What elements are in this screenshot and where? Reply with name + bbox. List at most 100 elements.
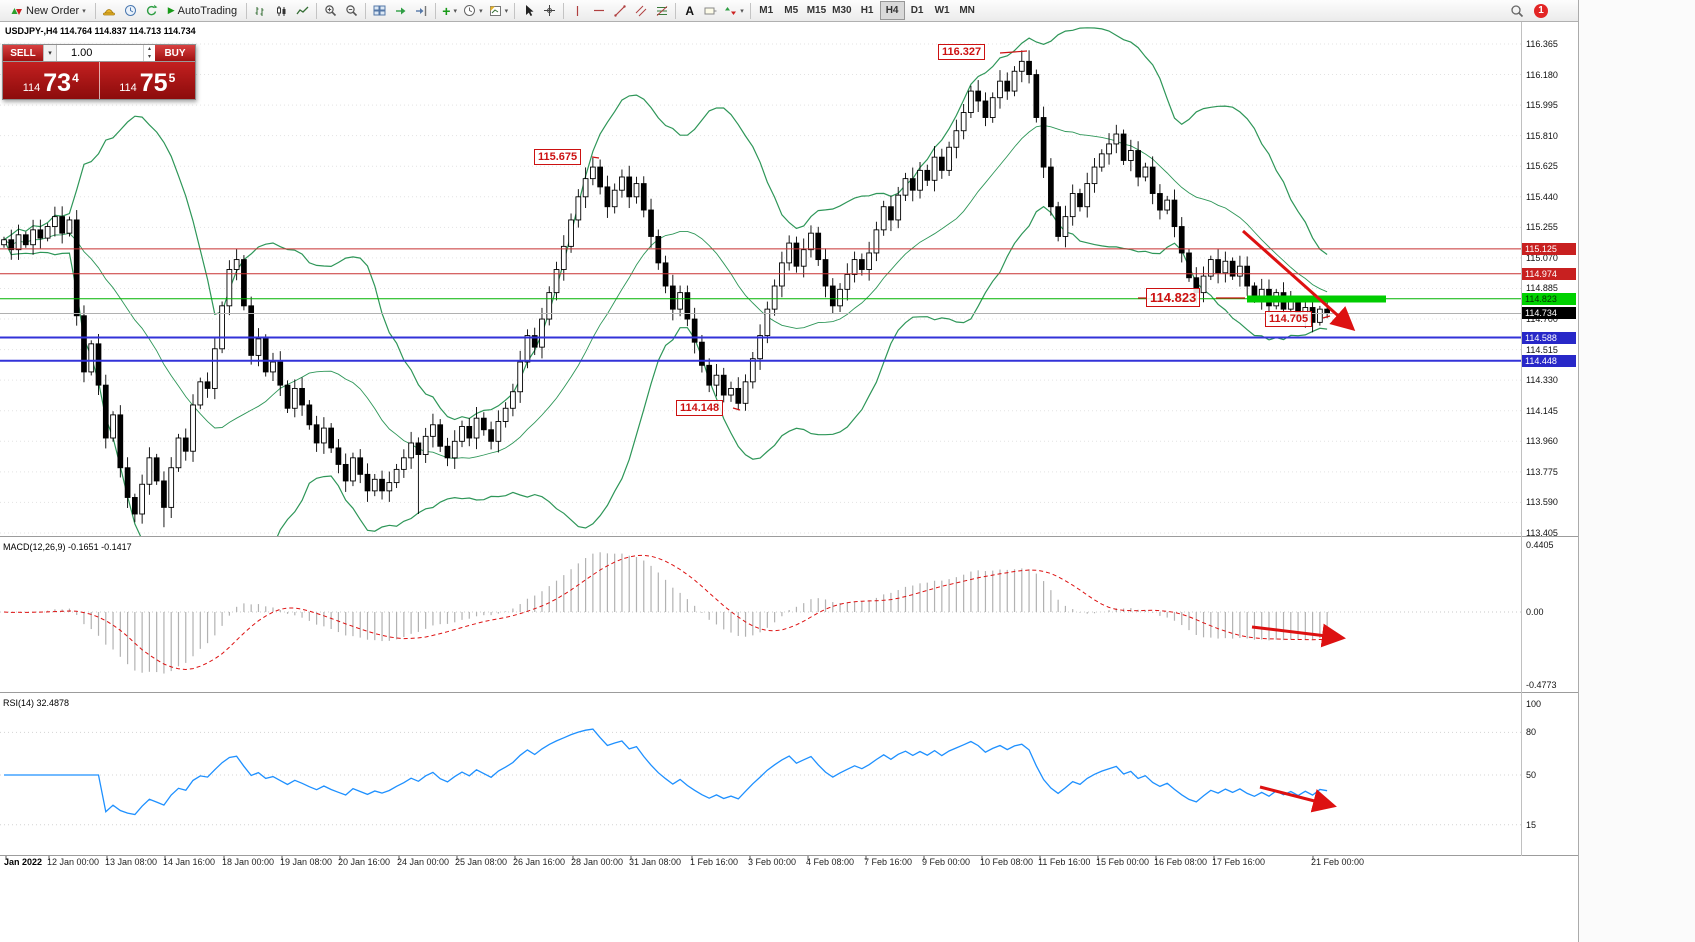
chart-shift-button[interactable] — [411, 1, 432, 20]
sell-price-prefix: 114 — [22, 82, 41, 94]
time-axis-label: 1 Feb 16:00 — [690, 857, 739, 867]
time-axis-label: 26 Jan 16:00 — [513, 857, 566, 867]
macd-scale-label: 0.4405 — [1526, 540, 1554, 551]
time-axis-label: 4 Feb 08:00 — [806, 857, 855, 867]
add-indicator-icon: + — [442, 2, 451, 19]
chevron-down-icon: ▾ — [504, 7, 509, 15]
price-scale-label: 116.365 — [1526, 39, 1558, 49]
cursor-button[interactable] — [518, 1, 539, 20]
price-scale-label: 114.330 — [1526, 375, 1558, 386]
chevron-down-icon: ▾ — [453, 7, 457, 15]
timeframe-d1[interactable]: D1 — [905, 1, 930, 20]
timeframe-m30[interactable]: M30 — [829, 1, 854, 20]
templates-button[interactable]: ▾ — [486, 1, 512, 20]
zoom-in-button[interactable] — [320, 1, 341, 20]
search-button[interactable] — [1506, 1, 1527, 20]
new-order-button[interactable]: New Order ▾ — [4, 1, 92, 20]
timeframe-w1[interactable]: W1 — [930, 1, 955, 20]
volume-input[interactable]: 1.00 ▴ ▾ — [57, 45, 155, 61]
autotrading-button[interactable]: ▶ AutoTrading — [162, 1, 243, 20]
rsi-scale-label: 100 — [1526, 699, 1542, 709]
toolbar-separator — [365, 2, 367, 19]
time-axis-label: 31 Jan 08:00 — [629, 857, 682, 867]
chevron-down-icon: ▾ — [82, 7, 86, 15]
time-axis-label: 7 Feb 16:00 — [864, 857, 913, 867]
volume-up-icon[interactable]: ▴ — [147, 45, 151, 52]
text-label-button[interactable] — [700, 1, 721, 20]
time-axis-label: 11 Feb 16:00 — [1038, 857, 1091, 867]
sell-price[interactable]: 114 73 4 — [3, 62, 100, 99]
macd-name: MACD(12,26,9) — [3, 542, 66, 552]
toolbar-separator — [749, 2, 751, 19]
vertical-line-button[interactable] — [567, 1, 588, 20]
time-axis-label: 3 Feb 00:00 — [748, 857, 797, 867]
macd-scale-label: -0.4773 — [1526, 679, 1557, 690]
timeframe-mn[interactable]: MN — [955, 1, 980, 20]
periods-button[interactable]: ▾ — [460, 1, 486, 20]
candlestick-chart-button[interactable] — [271, 1, 292, 20]
chevron-down-icon: ▾ — [740, 7, 744, 15]
timeframe-h4[interactable]: H4 — [879, 1, 905, 20]
fibonacci-icon — [656, 5, 668, 16]
price-scale-label: 115.995 — [1526, 100, 1558, 111]
buy-price[interactable]: 114 75 5 — [100, 62, 196, 99]
right-gutter — [1578, 0, 1695, 942]
timeframe-m15[interactable]: M15 — [804, 1, 829, 20]
rsi-name: RSI(14) — [3, 698, 35, 708]
timeframe-h1[interactable]: H1 — [855, 1, 880, 20]
candlestick-chart-icon — [277, 5, 286, 16]
sell-price-pip: 4 — [72, 71, 79, 85]
auto-scroll-icon — [396, 7, 406, 14]
refresh-button[interactable] — [141, 1, 162, 20]
sell-price-main: 73 — [43, 69, 72, 97]
timeframe-m1[interactable]: M1 — [754, 1, 779, 20]
buy-button[interactable]: BUY — [155, 45, 195, 61]
arrows-tool-button[interactable]: ▾ — [721, 1, 747, 20]
fibonacci-button[interactable] — [651, 1, 672, 20]
crosshair-button[interactable] — [539, 1, 560, 20]
notification-badge[interactable]: 1 — [1534, 3, 1548, 18]
macd-values: -0.1651 -0.1417 — [68, 542, 132, 552]
sell-button[interactable]: SELL — [3, 45, 43, 61]
auto-scroll-button[interactable] — [390, 1, 411, 20]
price-scale-label: 115.625 — [1526, 161, 1558, 172]
history-center-icon — [124, 5, 136, 16]
price-scale-label: 115.255 — [1526, 222, 1558, 233]
price-scale: 116.365 116.180 115.995 115.810 115.625 115.4… — [1522, 0, 1578, 942]
indicators-button[interactable]: + ▾ — [439, 1, 460, 20]
line-chart-button[interactable] — [292, 1, 313, 20]
toolbar-separator — [563, 2, 565, 19]
volume-down-icon[interactable]: ▾ — [147, 53, 151, 60]
hline-price-badge: 115.125 — [1522, 242, 1576, 255]
history-center-button[interactable] — [120, 1, 141, 20]
zoom-out-icon — [346, 5, 358, 17]
templates-icon — [489, 5, 501, 16]
tile-windows-button[interactable] — [369, 1, 390, 20]
chevron-down-icon: ▾ — [48, 50, 52, 57]
time-axis-label: 12 Jan 00:00 — [47, 857, 100, 867]
time-axis[interactable]: Jan 2022 12 Jan 00:00 13 Jan 08:00 14 Jan 1… — [0, 857, 1578, 870]
channel-button[interactable] — [630, 1, 651, 20]
time-axis-label: 25 Jan 08:00 — [455, 857, 508, 867]
order-options-caret[interactable]: ▾ — [43, 45, 57, 61]
time-axis-label: 15 Feb 00:00 — [1096, 857, 1150, 867]
price-scale-label: 113.590 — [1526, 497, 1558, 508]
horizontal-line-button[interactable] — [588, 1, 609, 20]
arrows-tool-icon — [725, 6, 737, 15]
zoom-out-button[interactable] — [341, 1, 362, 20]
timeframe-m5[interactable]: M5 — [779, 1, 804, 20]
tile-windows-icon — [373, 5, 386, 15]
volume-value: 1.00 — [71, 47, 93, 59]
trendline-button[interactable] — [609, 1, 630, 20]
play-icon: ▶ — [167, 5, 175, 15]
price-scale-label: 113.405 — [1526, 527, 1558, 538]
time-axis-label: 13 Jan 08:00 — [105, 857, 158, 867]
price-scale-label: 115.070 — [1526, 252, 1558, 263]
text-tool-button[interactable]: A — [679, 1, 700, 20]
bar-chart-button[interactable] — [250, 1, 271, 20]
crosshair-icon — [544, 5, 556, 16]
buy-price-pip: 5 — [168, 71, 176, 85]
expert-advisors-button[interactable] — [99, 1, 120, 20]
